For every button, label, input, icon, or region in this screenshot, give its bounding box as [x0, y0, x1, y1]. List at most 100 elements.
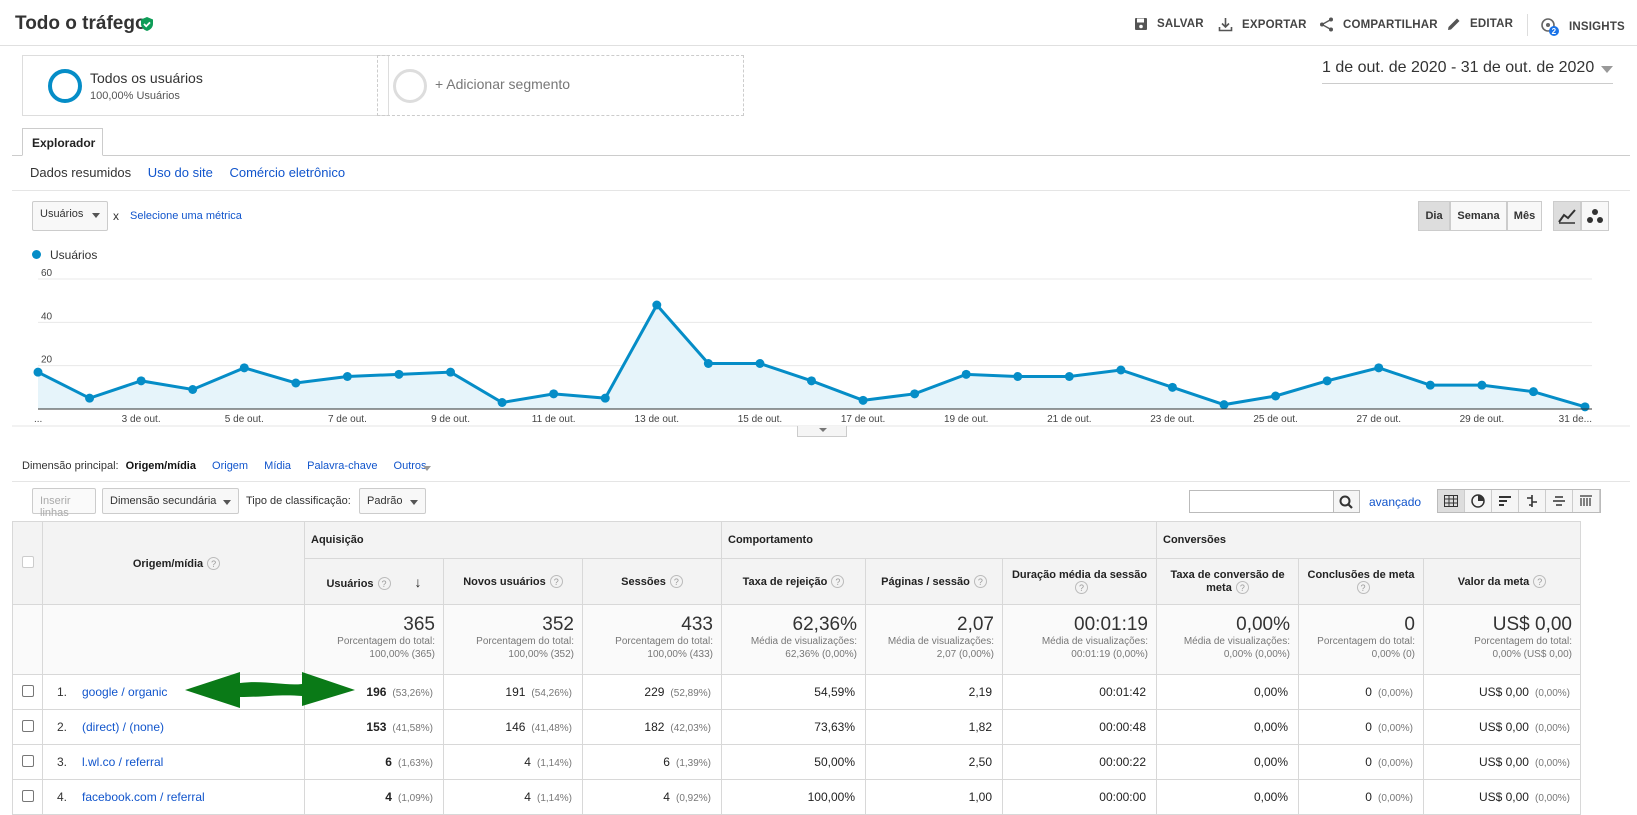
row-checkbox[interactable] — [21, 789, 34, 802]
insert-rows-button[interactable]: Inserir linhas — [32, 488, 96, 519]
search-button[interactable] — [1334, 490, 1360, 513]
col-conversion-rate-header[interactable]: Taxa de conversão de meta? — [1156, 558, 1299, 605]
subtab-ecommerce[interactable]: Comércio eletrônico — [229, 165, 346, 180]
help-icon[interactable]: ? — [669, 575, 683, 588]
table-view-button[interactable] — [1438, 490, 1465, 512]
row-checkbox[interactable] — [21, 719, 34, 732]
insights-button[interactable]: 2 INSIGHTS — [1540, 17, 1625, 37]
help-icon[interactable]: ? — [549, 575, 563, 588]
secondary-dimension-dropdown[interactable]: Dimensão secundária — [102, 488, 239, 514]
performance-view-button[interactable] — [1492, 490, 1519, 512]
data-point[interactable] — [1013, 372, 1023, 381]
col-pages-per-session-header[interactable]: Páginas / sessão? — [865, 558, 1003, 605]
col-users-header[interactable]: Usuários? ↓ — [304, 558, 444, 605]
data-point[interactable] — [1064, 372, 1074, 381]
col-new-users-header[interactable]: Novos usuários? — [443, 558, 583, 605]
col-bounce-rate-header[interactable]: Taxa de rejeição? — [721, 558, 866, 605]
source-medium-link[interactable]: google / organic — [82, 685, 168, 699]
col-avg-duration-header[interactable]: Duração média da sessão? — [1002, 558, 1157, 605]
row-checkbox[interactable] — [21, 684, 34, 697]
data-point[interactable] — [549, 389, 559, 399]
granularity-month-button[interactable]: Mês — [1507, 201, 1542, 231]
advanced-filter-link[interactable]: avançado — [1369, 495, 1422, 509]
term-cloud-view-button[interactable] — [1546, 490, 1573, 512]
save-button[interactable]: SALVAR — [1134, 17, 1204, 31]
data-point[interactable] — [703, 359, 713, 368]
row-checkbox[interactable] — [21, 754, 34, 767]
data-point[interactable] — [342, 372, 352, 381]
source-medium-link[interactable]: (direct) / (none) — [82, 720, 165, 734]
data-point[interactable] — [600, 393, 610, 403]
data-point[interactable] — [188, 385, 198, 394]
cell-avg-duration: 00:00:22 — [1002, 744, 1157, 780]
segment-all-users[interactable]: Todos os usuários 100,00% Usuários — [22, 55, 389, 116]
data-point[interactable] — [652, 300, 662, 310]
chart-resize-handle[interactable] — [797, 426, 847, 437]
help-icon[interactable]: ? — [831, 575, 845, 588]
line-chart-toggle[interactable] — [1553, 201, 1581, 231]
dimension-source-medium[interactable]: Origem/mídia — [125, 460, 196, 472]
help-icon[interactable]: ? — [207, 556, 221, 570]
date-range-picker[interactable]: 1 de out. de 2020 - 31 de out. de 2020 — [1322, 58, 1613, 84]
col-goal-completions-header[interactable]: Conclusões de meta? — [1298, 558, 1424, 605]
data-point[interactable] — [1477, 380, 1487, 390]
help-icon[interactable]: ? — [377, 576, 391, 590]
source-medium-link[interactable]: l.wl.co / referral — [82, 755, 164, 769]
data-point[interactable] — [85, 393, 95, 403]
data-point[interactable] — [33, 367, 43, 377]
pie-view-button[interactable] — [1465, 490, 1492, 512]
data-point[interactable] — [1580, 402, 1590, 412]
help-icon[interactable]: ? — [1075, 581, 1088, 594]
pivot-view-button[interactable] — [1573, 490, 1600, 512]
col-goal-value-header[interactable]: Valor da meta? — [1423, 558, 1581, 605]
data-point[interactable] — [1425, 380, 1435, 390]
metric-dropdown[interactable]: Usuários — [32, 201, 108, 231]
data-point[interactable] — [1528, 387, 1538, 397]
help-icon[interactable]: ? — [1533, 575, 1547, 588]
data-point[interactable] — [910, 389, 920, 399]
sort-type-dropdown[interactable]: Padrão — [359, 488, 426, 514]
share-button[interactable]: COMPARTILHAR — [1319, 17, 1438, 32]
help-icon[interactable]: ? — [1235, 581, 1249, 594]
help-icon[interactable]: ? — [973, 575, 987, 588]
add-segment-button[interactable]: + Adicionar segmento — [377, 55, 744, 116]
dimension-medium[interactable]: Mídia — [264, 460, 292, 472]
data-point[interactable] — [1322, 376, 1332, 386]
edit-label: EDITAR — [1470, 18, 1514, 30]
data-point[interactable] — [394, 369, 404, 379]
subtab-site-usage[interactable]: Uso do site — [147, 165, 213, 180]
data-point[interactable] — [239, 363, 249, 373]
source-medium-link[interactable]: facebook.com / referral — [82, 790, 205, 804]
remove-metric-button[interactable]: x — [113, 209, 119, 223]
comparison-view-button[interactable] — [1519, 490, 1546, 512]
edit-button[interactable]: EDITAR — [1447, 17, 1513, 31]
help-icon[interactable]: ? — [1356, 581, 1370, 594]
data-point[interactable] — [291, 378, 301, 388]
data-point[interactable] — [497, 398, 507, 407]
data-point[interactable] — [1374, 363, 1384, 373]
select-metric-link[interactable]: Selecione uma métrica — [130, 210, 242, 222]
tab-explorer[interactable]: Explorador — [22, 128, 103, 156]
dimension-column-header[interactable]: Origem/mídia? — [42, 521, 305, 605]
data-point[interactable] — [446, 367, 456, 377]
dimension-keyword[interactable]: Palavra-chave — [307, 460, 378, 472]
granularity-week-button[interactable]: Semana — [1450, 201, 1507, 231]
data-point[interactable] — [1167, 382, 1177, 392]
granularity-day-button[interactable]: Dia — [1418, 201, 1450, 231]
select-all-checkbox[interactable] — [21, 555, 34, 568]
data-point[interactable] — [858, 395, 868, 405]
dimension-source[interactable]: Origem — [212, 460, 249, 472]
col-sessions-header[interactable]: Sessões? — [582, 558, 722, 605]
data-point[interactable] — [1271, 391, 1281, 401]
subtab-summary[interactable]: Dados resumidos — [30, 165, 132, 180]
motion-chart-toggle[interactable] — [1581, 201, 1609, 231]
export-button[interactable]: EXPORTAR — [1218, 17, 1307, 32]
dimension-other[interactable]: Outros — [393, 460, 427, 472]
data-point[interactable] — [1219, 400, 1229, 410]
data-point[interactable] — [136, 376, 146, 386]
data-point[interactable] — [807, 376, 816, 386]
data-point[interactable] — [755, 359, 765, 368]
table-search-input[interactable] — [1189, 490, 1334, 513]
data-point[interactable] — [1116, 365, 1126, 375]
data-point[interactable] — [961, 369, 971, 379]
